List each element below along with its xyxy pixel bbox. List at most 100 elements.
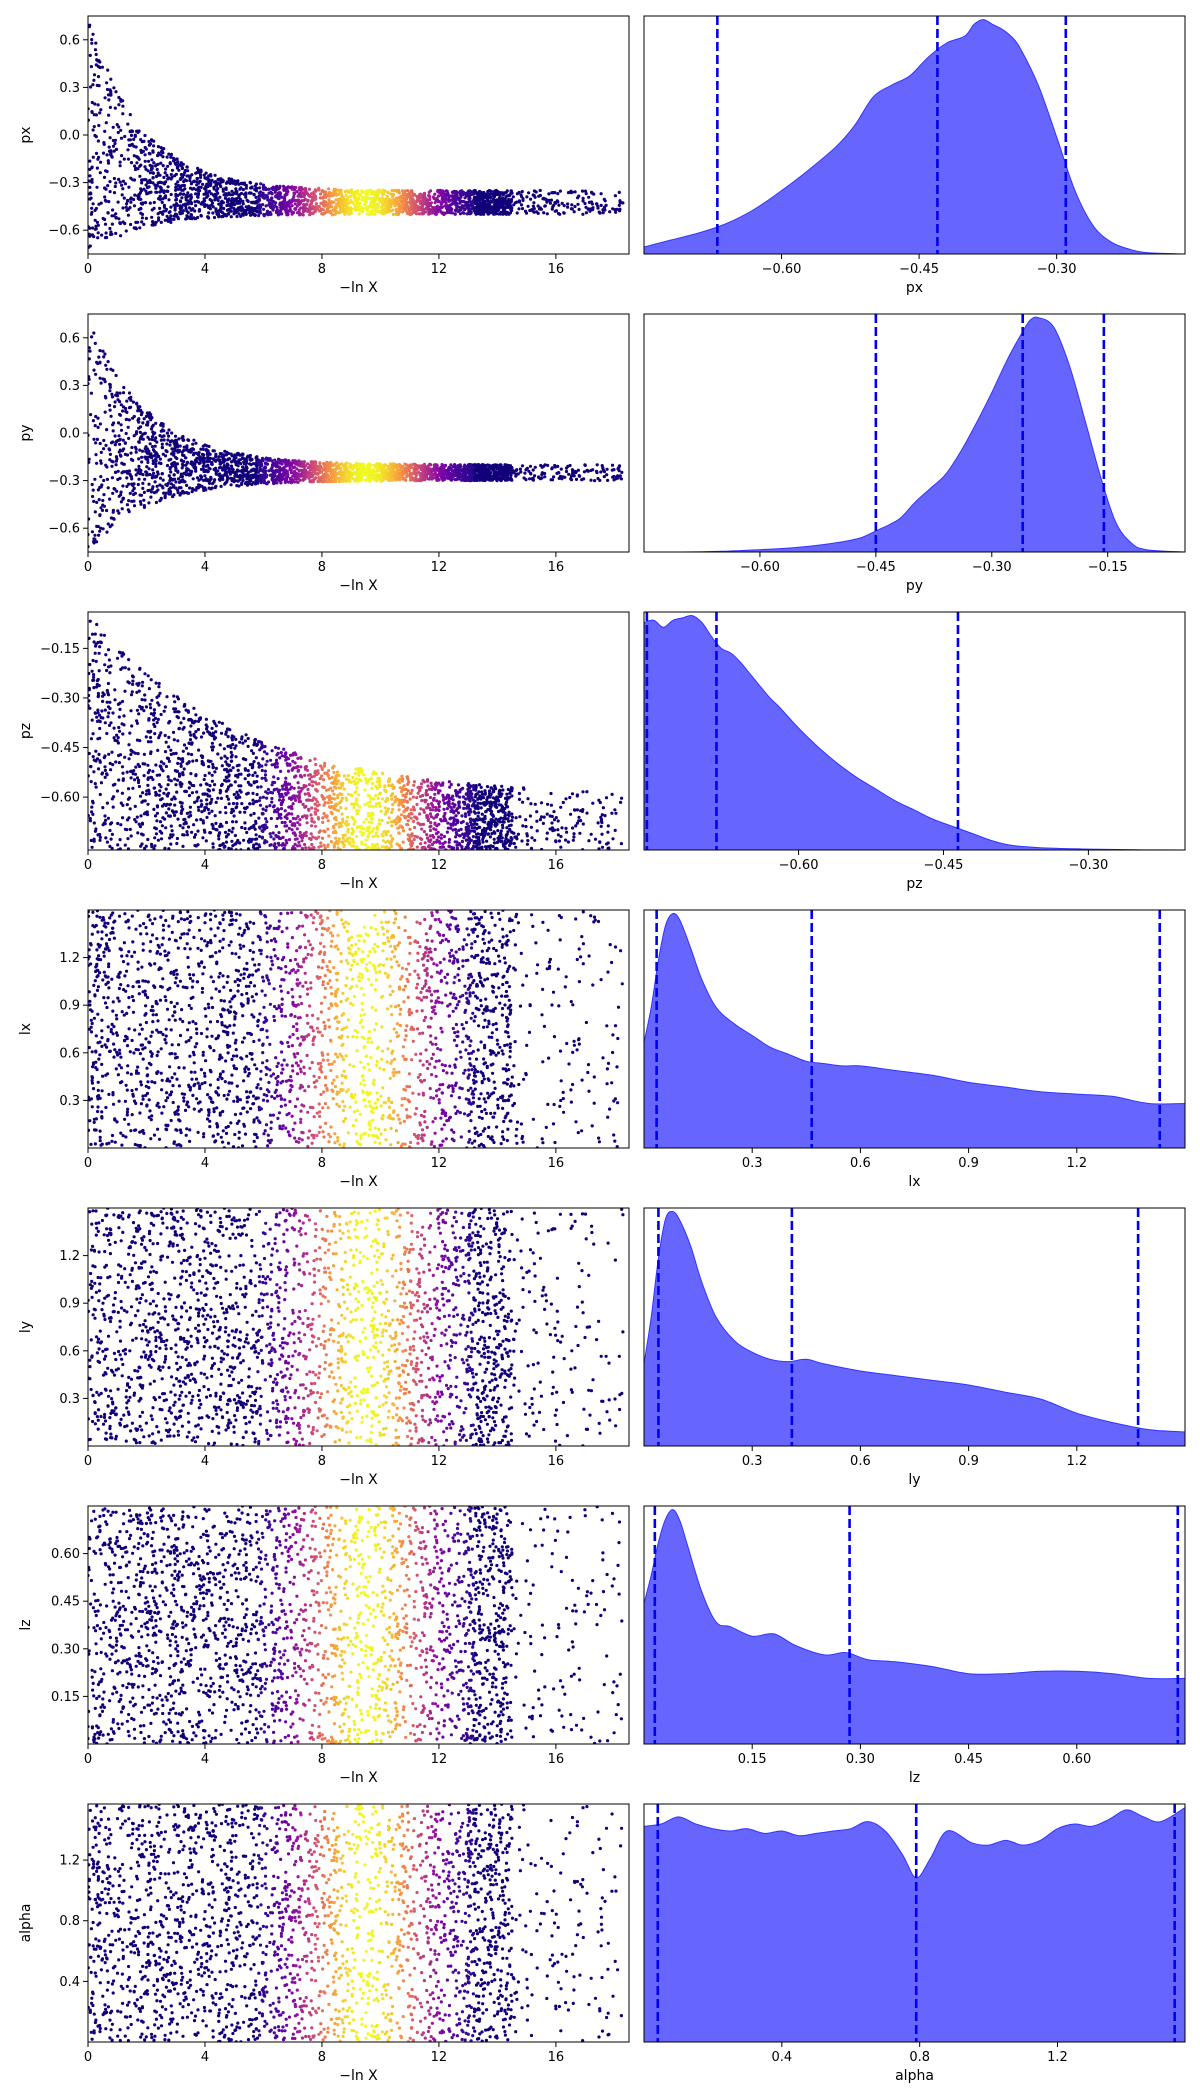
scatter-point — [374, 197, 378, 201]
scatter-point — [101, 498, 105, 503]
scatter-point — [152, 144, 156, 148]
scatter-point — [554, 201, 558, 205]
scatter-point — [189, 202, 194, 206]
scatter-point — [149, 180, 153, 184]
scatter-point — [289, 200, 293, 204]
scatter-point — [224, 213, 228, 217]
scatter-point — [184, 195, 188, 199]
scatter-point — [305, 462, 310, 466]
density-curve-px — [644, 19, 1185, 254]
scatter-point — [195, 476, 200, 480]
scatter-point — [112, 86, 116, 90]
scatter-point — [263, 461, 267, 465]
scatter-point — [217, 455, 221, 459]
scatter-point — [513, 201, 517, 205]
scatter-point — [348, 462, 352, 466]
scatter-point — [143, 165, 147, 169]
scatter-point — [521, 197, 525, 201]
scatter-point — [391, 208, 395, 212]
scatter-point — [301, 206, 305, 210]
scatter-point — [225, 193, 229, 197]
scatter-point — [428, 211, 433, 215]
scatter-point — [93, 537, 97, 542]
scatter-point — [159, 220, 163, 224]
scatter-point — [182, 448, 186, 453]
scatter-point — [440, 193, 444, 197]
scatter-point — [364, 478, 368, 482]
scatter-point — [446, 191, 450, 195]
scatter-point — [344, 193, 348, 197]
scatter-point — [109, 414, 113, 418]
scatter-point — [583, 201, 587, 206]
scatter-point — [398, 478, 402, 482]
scatter-point — [427, 202, 431, 207]
scatter-point — [347, 201, 351, 205]
scatter-point — [574, 471, 578, 475]
scatter-point — [543, 471, 547, 476]
scatter-point — [132, 154, 136, 158]
scatter-point — [135, 155, 139, 159]
scatter-point — [398, 471, 402, 475]
scatter-point — [584, 205, 588, 209]
scatter-point — [331, 194, 335, 198]
scatter-point — [160, 446, 164, 450]
scatter-point — [526, 204, 530, 208]
scatter-point — [239, 208, 243, 212]
scatter-point — [111, 125, 115, 129]
scatter-point — [519, 193, 523, 197]
scatter-point — [224, 187, 228, 191]
scatter-point — [594, 469, 599, 473]
scatter-point — [207, 211, 211, 215]
scatter-point — [458, 212, 462, 216]
scatter-point — [95, 360, 99, 364]
scatter-point — [91, 155, 95, 159]
scatter-point — [238, 453, 242, 457]
scatter-point — [96, 75, 101, 79]
scatter-point — [143, 153, 147, 157]
scatter-point — [148, 152, 152, 156]
scatter-point — [269, 467, 274, 471]
scatter-point — [91, 83, 95, 87]
scatter-point — [169, 476, 173, 480]
scatter-point — [161, 486, 165, 490]
scatter-point — [436, 468, 440, 472]
scatter-point — [149, 190, 153, 194]
scatter-point — [118, 221, 122, 226]
scatter-point — [495, 479, 499, 483]
scatter-point — [172, 461, 176, 465]
scatter-point — [171, 477, 175, 481]
scatter-point — [487, 201, 491, 206]
scatter-point — [326, 469, 331, 473]
scatter-point — [194, 204, 198, 208]
scatter-point — [313, 461, 317, 465]
scatter-point — [132, 197, 136, 202]
scatter-point — [556, 192, 560, 196]
scatter-point — [200, 452, 205, 456]
scatter-point — [114, 216, 118, 220]
scatter-point — [284, 191, 288, 196]
scatter-point — [137, 207, 141, 212]
scatter-point — [104, 169, 108, 173]
scatter-point — [375, 206, 379, 210]
scatter-point — [428, 197, 432, 202]
scatter-point — [239, 462, 243, 466]
scatter-point — [377, 210, 381, 214]
scatter-point — [199, 213, 203, 218]
scatter-point — [304, 189, 308, 193]
scatter-point — [168, 443, 172, 447]
scatter-point — [214, 183, 218, 187]
scatter-point — [321, 196, 325, 200]
scatter-point — [433, 476, 438, 480]
scatter-point — [345, 198, 349, 202]
scatter-point — [558, 189, 563, 193]
scatter-point — [229, 460, 234, 464]
scatter-point — [223, 469, 227, 473]
scatter-point — [125, 199, 130, 203]
scatter-point — [412, 193, 416, 197]
scatter-point — [589, 207, 594, 211]
scatter-point — [334, 198, 338, 202]
scatter-point — [94, 41, 98, 45]
scatter-point — [192, 438, 196, 442]
scatter-point — [140, 216, 144, 220]
